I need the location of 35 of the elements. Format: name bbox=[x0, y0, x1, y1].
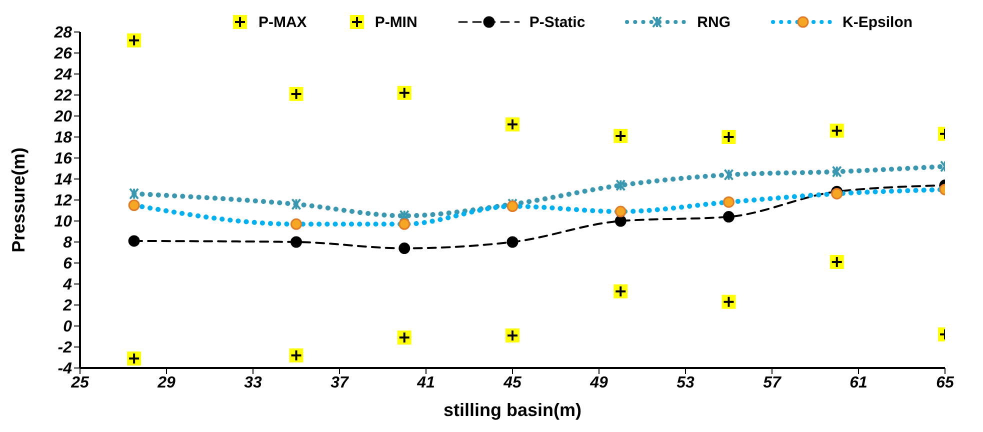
x-tick-label: 41 bbox=[416, 374, 435, 392]
y-tick-label: 6 bbox=[63, 256, 72, 273]
y-tick-label: 28 bbox=[53, 24, 72, 42]
x-tick-label: 57 bbox=[763, 374, 782, 392]
x-tick-label: 61 bbox=[850, 374, 868, 392]
x-tick-label: 49 bbox=[589, 374, 608, 392]
x-tick-label: 25 bbox=[70, 374, 90, 392]
y-tick-label: 8 bbox=[63, 234, 72, 252]
x-tick-label: 33 bbox=[244, 374, 262, 392]
legend-label: P-MIN bbox=[374, 14, 418, 30]
x-tick-label: 37 bbox=[330, 374, 350, 392]
y-tick-label: 4 bbox=[62, 276, 72, 294]
y-tick-label: 2 bbox=[62, 298, 72, 315]
x-tick-label: 65 bbox=[936, 374, 955, 392]
legend-label: K-Epsilon bbox=[842, 14, 913, 30]
y-tick-label: 24 bbox=[53, 66, 72, 84]
y-tick-label: 26 bbox=[53, 46, 72, 63]
y-tick-label: 14 bbox=[54, 172, 72, 189]
y-tick-label: 18 bbox=[54, 130, 72, 147]
x-tick-label: 53 bbox=[676, 374, 694, 392]
legend-label: P-MAX bbox=[258, 14, 307, 30]
x-tick-label: 45 bbox=[502, 374, 522, 392]
y-tick-label: 0 bbox=[63, 318, 72, 336]
y-tick-label: 12 bbox=[54, 192, 72, 210]
y-tick-label: -4 bbox=[58, 360, 72, 378]
y-axis-title: Pressure(m) bbox=[8, 147, 28, 253]
legend-label: P-Static bbox=[529, 14, 586, 30]
y-tick-label: 20 bbox=[53, 108, 72, 126]
legend-label: RNG bbox=[697, 14, 731, 30]
y-tick-label: 16 bbox=[54, 150, 72, 168]
y-tick-label: -2 bbox=[58, 340, 72, 357]
y-tick-label: 22 bbox=[53, 88, 72, 105]
y-tick-label: 10 bbox=[54, 214, 72, 231]
x-axis-title: stilling basin(m) bbox=[443, 400, 582, 420]
x-tick-label: 29 bbox=[156, 374, 176, 392]
